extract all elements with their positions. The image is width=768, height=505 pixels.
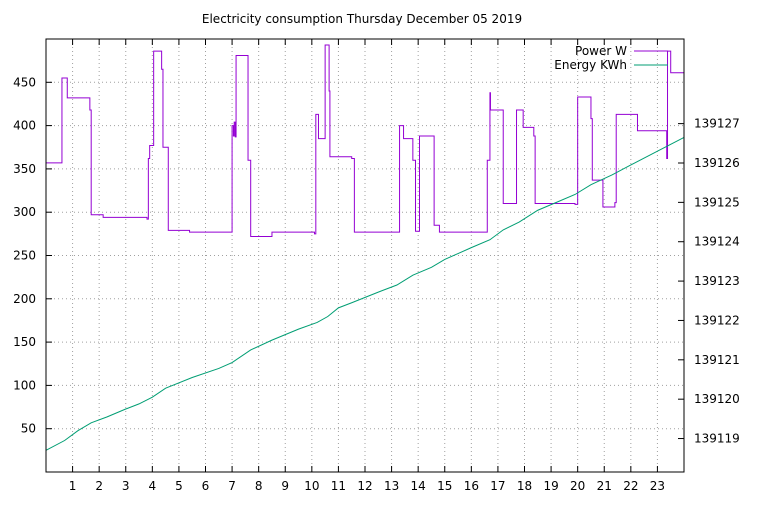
series-line-power: [46, 44, 684, 237]
y-tick-label: 250: [13, 249, 36, 263]
x-tick-label: 18: [517, 479, 532, 493]
y-tick-label: 100: [13, 378, 36, 392]
series-line-energy: [45, 136, 685, 451]
x-tick-label: 15: [437, 479, 452, 493]
y2-tick-label: 139120: [694, 392, 740, 406]
x-tick-label: 2: [95, 479, 103, 493]
x-tick-label: 17: [490, 479, 505, 493]
x-tick-label: 21: [597, 479, 612, 493]
y-tick-label: 50: [21, 422, 36, 436]
y2-tick-label: 139119: [694, 432, 740, 446]
y-tick-label: 350: [13, 162, 36, 176]
x-tick-label: 10: [304, 479, 319, 493]
y2-tick-label: 139121: [694, 353, 740, 367]
axis-layer: 1 2 3 4 5 6 7 8 9 10 11 12 13 14 15 16 17 18 19 20 21 22 23501…: [13, 38, 740, 493]
grid-layer: [46, 39, 684, 472]
y-tick-label: 200: [13, 292, 36, 306]
y2-tick-label: 139126: [694, 156, 740, 170]
x-tick-label: 13: [384, 479, 399, 493]
x-tick-label: 9: [281, 479, 289, 493]
plot-frame: [45, 38, 685, 473]
legend: Power W Energy KWh: [554, 44, 668, 72]
x-tick-label: 4: [149, 479, 157, 493]
y2-tick-label: 139124: [694, 235, 740, 249]
x-tick-label: 8: [255, 479, 263, 493]
x-tick-label: 3: [122, 479, 130, 493]
x-tick-label: 23: [650, 479, 665, 493]
x-tick-label: 6: [202, 479, 210, 493]
y-tick-label: 150: [13, 335, 36, 349]
x-tick-label: 5: [175, 479, 183, 493]
x-tick-label: 22: [623, 479, 638, 493]
y-tick-label: 300: [13, 205, 36, 219]
x-tick-label: 1: [69, 479, 77, 493]
x-tick-label: 16: [464, 479, 479, 493]
y2-tick-label: 139125: [694, 195, 740, 209]
y2-tick-label: 139122: [694, 313, 740, 327]
series-layer: [45, 44, 685, 451]
x-tick-label: 14: [411, 479, 426, 493]
x-tick-label: 7: [228, 479, 236, 493]
y-tick-label: 400: [13, 119, 36, 133]
y2-tick-label: 139123: [694, 274, 740, 288]
x-tick-label: 20: [570, 479, 585, 493]
chart-title: Electricity consumption Thursday Decembe…: [202, 12, 522, 26]
y-tick-label: 450: [13, 75, 36, 89]
legend-label-energy: Energy KWh: [554, 58, 627, 72]
x-tick-label: 12: [357, 479, 372, 493]
y2-tick-label: 139127: [694, 117, 740, 131]
x-tick-label: 11: [331, 479, 346, 493]
legend-label-power: Power W: [575, 44, 627, 58]
x-tick-label: 19: [543, 479, 558, 493]
